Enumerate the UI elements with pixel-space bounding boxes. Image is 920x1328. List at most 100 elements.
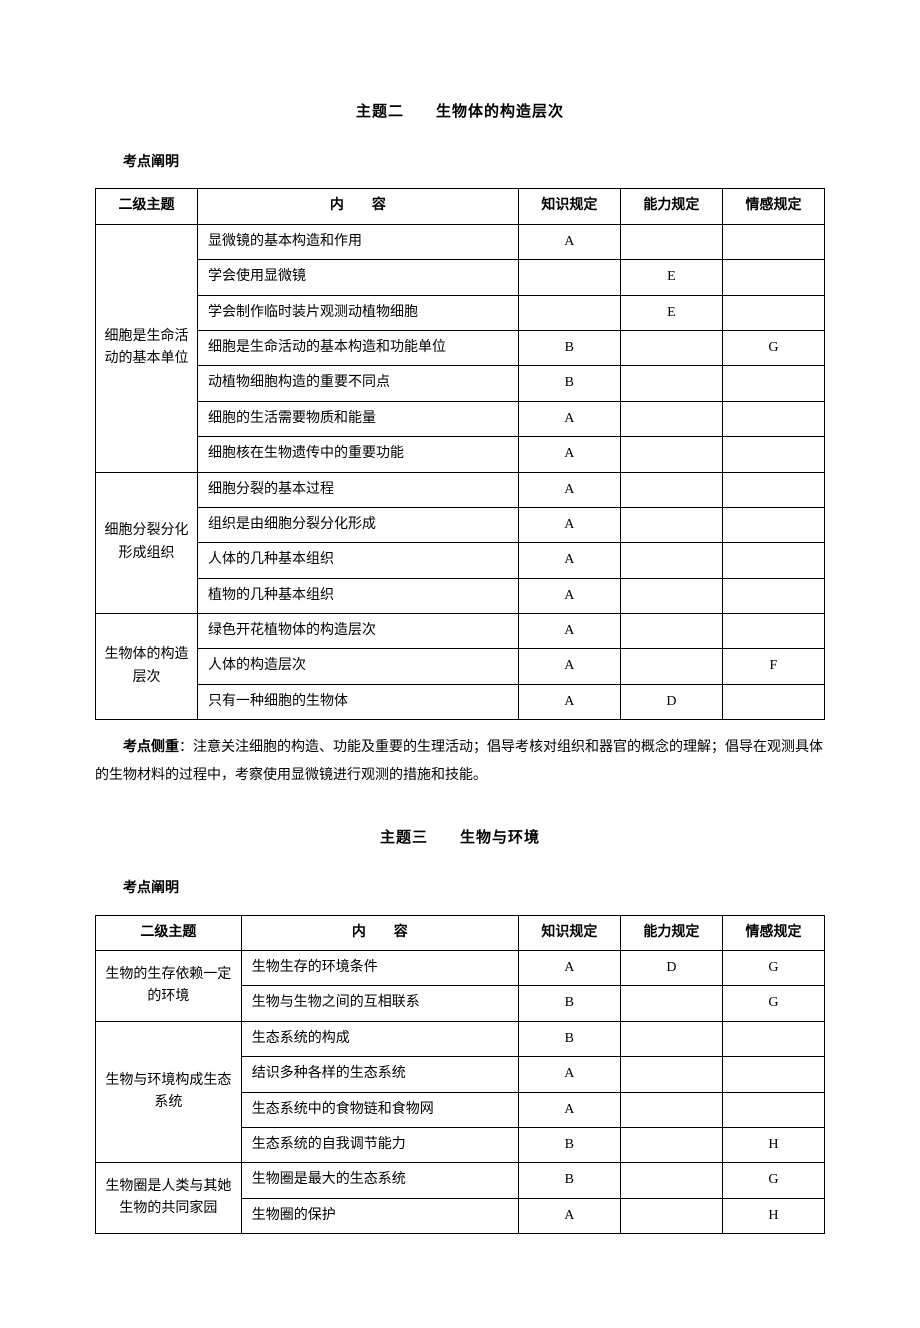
topic-cell: 生物与环境构成生态系统 xyxy=(96,1021,242,1163)
header-content: 内 容 xyxy=(241,915,518,950)
table-row: 学会使用显微镜 E xyxy=(96,260,825,295)
a-cell xyxy=(620,1021,722,1056)
content-cell: 组织是由细胞分裂分化形成 xyxy=(198,507,519,542)
content-cell: 人体的构造层次 xyxy=(198,649,519,684)
table-row: 细胞是生命活动的基本单位 显微镜的基本构造和作用 A xyxy=(96,224,825,259)
a-cell: D xyxy=(620,951,722,986)
e-cell: G xyxy=(722,1163,824,1198)
content-cell: 学会使用显微镜 xyxy=(198,260,519,295)
a-cell xyxy=(620,472,722,507)
k-cell: B xyxy=(518,330,620,365)
a-cell xyxy=(620,437,722,472)
section3-table: 二级主题 内 容 知识规定 能力规定 情感规定 生物的生存依赖一定的环境 生物生… xyxy=(95,915,825,1235)
k-cell: A xyxy=(518,1092,620,1127)
content-cell: 生物与生物之间的互相联系 xyxy=(241,986,518,1021)
k-cell: A xyxy=(518,951,620,986)
a-cell: E xyxy=(620,260,722,295)
table-row: 细胞核在生物遗传中的重要功能 A xyxy=(96,437,825,472)
k-cell: A xyxy=(518,507,620,542)
table-row: 生物与环境构成生态系统 生态系统的构成 B xyxy=(96,1021,825,1056)
table-row: 植物的几种基本组织 A xyxy=(96,578,825,613)
topic-cell: 生物圈是人类与其她生物的共同家园 xyxy=(96,1163,242,1234)
content-cell: 生态系统的构成 xyxy=(241,1021,518,1056)
e-cell xyxy=(722,543,824,578)
table-row: 生物的生存依赖一定的环境 生物生存的环境条件 A D G xyxy=(96,951,825,986)
e-cell xyxy=(722,437,824,472)
content-cell: 细胞是生命活动的基本构造和功能单位 xyxy=(198,330,519,365)
table-row: 细胞是生命活动的基本构造和功能单位 B G xyxy=(96,330,825,365)
k-cell: B xyxy=(518,366,620,401)
section2-title: 主题二 生物体的构造层次 xyxy=(95,100,825,124)
header-emotion: 情感规定 xyxy=(722,915,824,950)
a-cell xyxy=(620,366,722,401)
topic-cell: 细胞分裂分化形成组织 xyxy=(96,472,198,614)
emphasis-label: 考点侧重 xyxy=(123,740,179,755)
e-cell xyxy=(722,1021,824,1056)
content-cell: 学会制作临时装片观测动植物细胞 xyxy=(198,295,519,330)
table-row: 组织是由细胞分裂分化形成 A xyxy=(96,507,825,542)
k-cell: B xyxy=(518,986,620,1021)
topic-cell: 生物体的构造层次 xyxy=(96,614,198,720)
header-topic: 二级主题 xyxy=(96,189,198,224)
header-ability: 能力规定 xyxy=(620,915,722,950)
k-cell: A xyxy=(518,437,620,472)
e-cell xyxy=(722,295,824,330)
k-cell: A xyxy=(518,1198,620,1233)
a-cell xyxy=(620,649,722,684)
content-cell: 结识多种各样的生态系统 xyxy=(241,1057,518,1092)
emphasis-text: ：注意关注细胞的构造、功能及重要的生理活动；倡导考核对组织和器官的概念的理解；倡… xyxy=(95,740,823,783)
e-cell xyxy=(722,366,824,401)
a-cell xyxy=(620,1092,722,1127)
content-cell: 生态系统的自我调节能力 xyxy=(241,1127,518,1162)
a-cell xyxy=(620,401,722,436)
k-cell: A xyxy=(518,649,620,684)
k-cell: B xyxy=(518,1127,620,1162)
content-cell: 动植物细胞构造的重要不同点 xyxy=(198,366,519,401)
table-row: 生物圈是人类与其她生物的共同家园 生物圈是最大的生态系统 B G xyxy=(96,1163,825,1198)
section3-title: 主题三 生物与环境 xyxy=(95,826,825,850)
e-cell: G xyxy=(722,951,824,986)
a-cell xyxy=(620,578,722,613)
table-row: 学会制作临时装片观测动植物细胞 E xyxy=(96,295,825,330)
e-cell xyxy=(722,260,824,295)
content-cell: 生物圈是最大的生态系统 xyxy=(241,1163,518,1198)
table-row: 只有一种细胞的生物体 A D xyxy=(96,684,825,719)
k-cell xyxy=(518,295,620,330)
k-cell: A xyxy=(518,614,620,649)
content-cell: 植物的几种基本组织 xyxy=(198,578,519,613)
k-cell: A xyxy=(518,543,620,578)
header-knowledge: 知识规定 xyxy=(518,915,620,950)
e-cell xyxy=(722,224,824,259)
a-cell xyxy=(620,986,722,1021)
table-row: 细胞分裂分化形成组织 细胞分裂的基本过程 A xyxy=(96,472,825,507)
content-cell: 生物圈的保护 xyxy=(241,1198,518,1233)
content-cell: 只有一种细胞的生物体 xyxy=(198,684,519,719)
a-cell xyxy=(620,1163,722,1198)
e-cell xyxy=(722,1092,824,1127)
e-cell xyxy=(722,507,824,542)
a-cell xyxy=(620,1127,722,1162)
k-cell: A xyxy=(518,472,620,507)
a-cell xyxy=(620,1057,722,1092)
e-cell xyxy=(722,1057,824,1092)
topic-cell: 细胞是生命活动的基本单位 xyxy=(96,224,198,472)
k-cell: A xyxy=(518,224,620,259)
content-cell: 生物生存的环境条件 xyxy=(241,951,518,986)
table-row: 人体的几种基本组织 A xyxy=(96,543,825,578)
table-header-row: 二级主题 内 容 知识规定 能力规定 情感规定 xyxy=(96,189,825,224)
a-cell xyxy=(620,507,722,542)
k-cell: A xyxy=(518,578,620,613)
content-cell: 细胞的生活需要物质和能量 xyxy=(198,401,519,436)
content-cell: 显微镜的基本构造和作用 xyxy=(198,224,519,259)
e-cell: H xyxy=(722,1198,824,1233)
content-cell: 绿色开花植物体的构造层次 xyxy=(198,614,519,649)
section3-subhead: 考点阐明 xyxy=(95,878,825,900)
e-cell: F xyxy=(722,649,824,684)
k-cell: B xyxy=(518,1021,620,1056)
content-cell: 生态系统中的食物链和食物网 xyxy=(241,1092,518,1127)
e-cell xyxy=(722,472,824,507)
table-header-row: 二级主题 内 容 知识规定 能力规定 情感规定 xyxy=(96,915,825,950)
k-cell: A xyxy=(518,1057,620,1092)
e-cell xyxy=(722,614,824,649)
a-cell xyxy=(620,1198,722,1233)
